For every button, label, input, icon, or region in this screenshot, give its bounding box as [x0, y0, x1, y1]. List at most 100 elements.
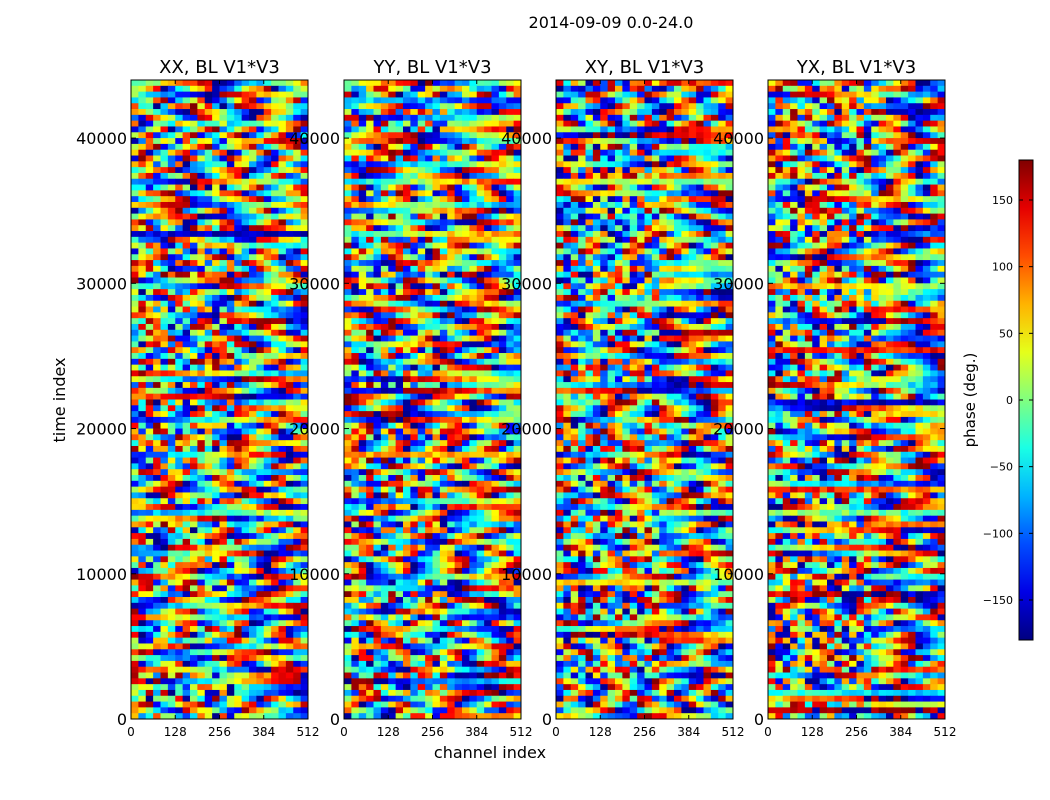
heatmap-cell	[167, 713, 176, 720]
heatmap-cell	[167, 201, 176, 209]
heatmap-cell	[425, 614, 433, 621]
heatmap-cell	[498, 573, 507, 580]
heatmap-cell	[271, 126, 279, 133]
x-tick-label: 512	[297, 725, 320, 739]
heatmap-cell	[138, 695, 147, 702]
heatmap-cell	[454, 515, 463, 522]
heatmap-cell	[182, 358, 191, 366]
heatmap-cell	[432, 434, 441, 441]
heatmap-cell	[263, 521, 272, 528]
heatmap-cell	[410, 475, 419, 482]
heatmap-cell	[425, 196, 433, 203]
heatmap-cell	[138, 341, 147, 348]
heatmap-cell	[344, 370, 352, 377]
heatmap-cell	[417, 469, 426, 476]
heatmap-cell	[373, 556, 382, 563]
heatmap-cell	[300, 480, 309, 488]
x-tick-label: 128	[164, 725, 187, 739]
heatmap-cell	[249, 126, 257, 133]
heatmap-cell	[380, 306, 389, 313]
heatmap-cell	[447, 579, 456, 586]
heatmap-cell	[145, 329, 154, 336]
heatmap-cell	[469, 434, 478, 441]
heatmap-cell	[263, 225, 272, 232]
heatmap-cell	[395, 475, 404, 482]
heatmap-cell	[190, 620, 198, 627]
heatmap-cell	[417, 411, 426, 418]
heatmap-cell	[145, 248, 154, 255]
heatmap-cell	[285, 347, 294, 354]
heatmap-cell	[278, 440, 287, 447]
heatmap-cell	[373, 103, 382, 110]
heatmap-cell	[204, 126, 213, 133]
heatmap-cell	[153, 550, 161, 557]
heatmap-cell	[160, 271, 169, 278]
heatmap-cell	[395, 335, 404, 342]
heatmap-cell	[175, 80, 184, 87]
heatmap-cell	[380, 155, 389, 162]
heatmap-cell	[197, 248, 206, 255]
heatmap-cell	[234, 300, 243, 307]
heatmap-cell	[234, 143, 243, 151]
heatmap-cell	[285, 695, 294, 702]
heatmap-cell	[212, 358, 220, 366]
heatmap-cell	[439, 132, 448, 139]
heatmap-cell	[190, 85, 198, 93]
heatmap-cell	[204, 713, 213, 720]
heatmap-cell	[484, 475, 492, 482]
heatmap-cell	[395, 248, 404, 255]
heatmap-cell	[145, 492, 154, 499]
heatmap-cell	[182, 178, 191, 185]
heatmap-cell	[175, 521, 184, 528]
heatmap-cell	[271, 353, 279, 360]
heatmap-cell	[351, 562, 360, 569]
heatmap-cell	[160, 387, 169, 395]
heatmap-cell	[506, 515, 515, 522]
heatmap-cell	[256, 469, 265, 476]
heatmap-cell	[432, 556, 441, 563]
heatmap-cell	[469, 277, 478, 284]
heatmap-cell	[417, 364, 426, 371]
heatmap-panel-2: YY, BL V1*V30 128 256 384 512010000200003000…	[289, 57, 532, 739]
heatmap-cell	[388, 463, 397, 470]
heatmap-cell	[190, 591, 198, 598]
heatmap-cell	[226, 231, 235, 238]
heatmap-cell	[439, 97, 448, 104]
heatmap-cell	[293, 579, 302, 586]
heatmap-cell	[212, 242, 220, 249]
heatmap-cell	[410, 585, 419, 592]
heatmap-cell	[506, 567, 515, 575]
heatmap-cell	[138, 382, 147, 389]
heatmap-cell	[182, 567, 191, 575]
heatmap-cell	[263, 445, 272, 453]
heatmap-cell	[153, 678, 161, 685]
heatmap-cell	[380, 544, 389, 551]
heatmap-cell	[417, 556, 426, 563]
heatmap-cell	[300, 666, 309, 673]
heatmap-cell	[226, 242, 235, 249]
heatmap-cell	[447, 260, 456, 267]
heatmap-cell	[234, 161, 243, 168]
heatmap-cell	[439, 411, 448, 418]
heatmap-cell	[197, 498, 206, 505]
heatmap-cell	[293, 509, 302, 517]
heatmap-cell	[263, 231, 272, 238]
heatmap-cell	[351, 544, 360, 551]
heatmap-cell	[234, 405, 243, 412]
heatmap-cell	[226, 382, 235, 389]
heatmap-cell	[271, 184, 279, 191]
heatmap-cell	[462, 120, 470, 127]
heatmap-cell	[271, 242, 279, 249]
heatmap-cell	[417, 434, 426, 441]
heatmap-cell	[190, 655, 198, 662]
heatmap-cell	[425, 591, 433, 598]
heatmap-cell	[138, 271, 147, 278]
heatmap-cell	[145, 544, 154, 551]
heatmap-cell	[469, 602, 478, 610]
heatmap-cell	[197, 480, 206, 488]
heatmap-cell	[256, 300, 265, 307]
heatmap-cell	[241, 155, 250, 162]
heatmap-cell	[476, 469, 485, 476]
heatmap-cell	[153, 358, 161, 366]
heatmap-cell	[388, 85, 397, 93]
